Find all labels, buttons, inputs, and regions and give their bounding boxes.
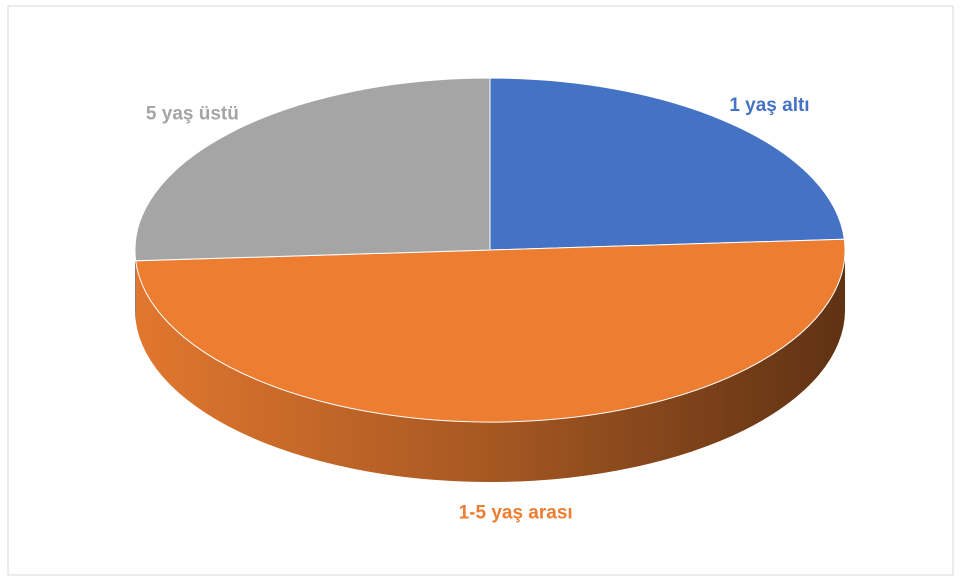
pie-slice [134,77,491,262]
pie-side-shade [135,250,136,321]
pie-slice [489,77,845,251]
pie-slice [135,238,846,423]
pie-side-shade [135,250,846,482]
slice-label: 1-5 yaş arası [459,502,573,523]
slice-label: 1 yaş altı [729,95,809,116]
slice-label: 5 yaş üstü [146,104,239,125]
